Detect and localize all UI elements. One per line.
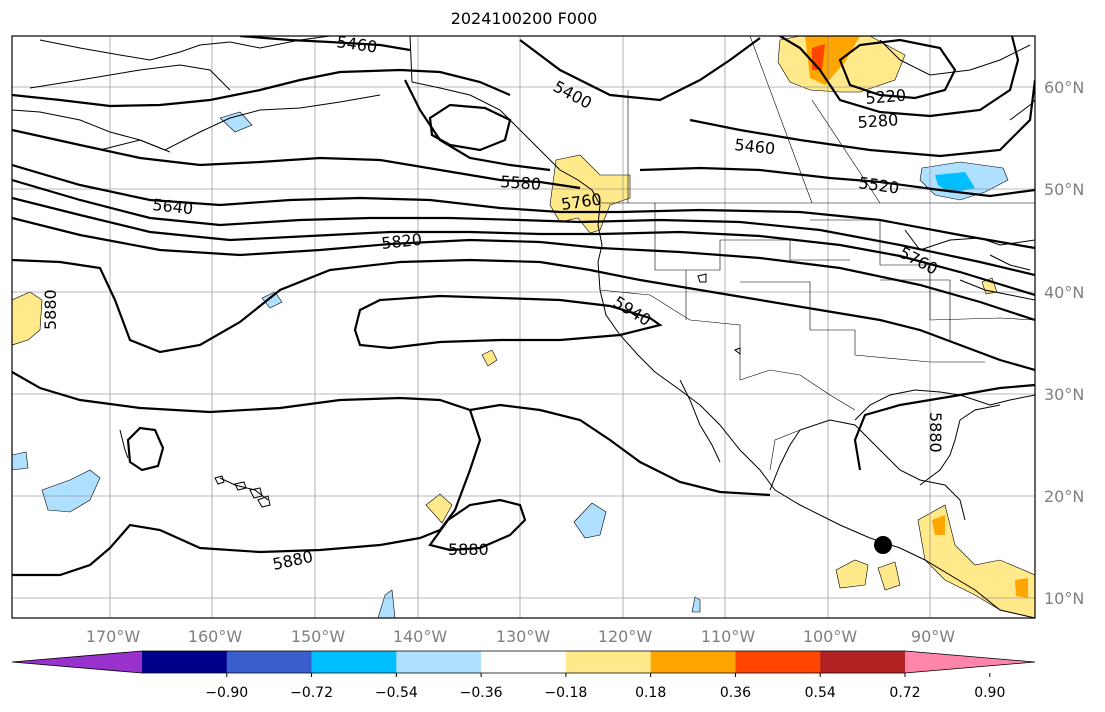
lon-tick-label: 130°W — [496, 627, 551, 646]
colorbar-bin — [311, 651, 397, 673]
colorbar-extend-max — [905, 651, 1035, 673]
colorbar-tick-label: 0.18 — [635, 685, 666, 701]
negative-anomaly-patch — [261, 291, 283, 309]
contour-5880-gulf — [853, 383, 1035, 471]
positive-anomaly-core — [932, 515, 945, 535]
map-title: 2024100200 F000 — [450, 9, 598, 28]
colorbar-bin — [820, 651, 906, 673]
colorbar-tick-label: −0.54 — [375, 685, 418, 701]
lon-tick-label: 120°W — [598, 627, 653, 646]
positive-anomaly-patch — [917, 504, 1035, 618]
lat-tick-label: 20°N — [1044, 487, 1084, 506]
lon-tick-label: 150°W — [291, 627, 346, 646]
graticule — [12, 36, 1035, 618]
colorbar-tick-label: 0.90 — [974, 685, 1005, 701]
contour-label: 5220 — [865, 86, 907, 108]
contour-5880-loop-west — [12, 371, 482, 577]
contour-5280 — [779, 36, 1020, 118]
negative-anomaly-patch — [12, 451, 29, 471]
colorbar: −0.90 −0.72 −0.54 −0.36 −0.18 0.18 0.36 0.54 0.7… — [11, 650, 1036, 701]
lat-tick-label: 10°N — [1044, 589, 1084, 608]
contour-label: 5820 — [380, 230, 422, 253]
colorbar-extend-min — [12, 651, 142, 673]
latitude-axis: 60°N 50°N 40°N 30°N 20°N 10°N — [1044, 78, 1084, 608]
colorbar-bin — [396, 651, 482, 673]
positive-anomaly-patch — [835, 559, 869, 589]
longitude-axis: 170°W 160°W 150°W 140°W 130°W 120°W 110°… — [86, 627, 955, 646]
contour-5520-gulf-alaska — [404, 79, 551, 172]
colorbar-bin — [226, 651, 313, 673]
colorbar-bin — [565, 651, 652, 673]
positive-anomaly-patch — [481, 349, 498, 367]
contour-5880-small — [126, 426, 165, 472]
contour-5640 — [12, 163, 1035, 250]
lat-tick-label: 40°N — [1044, 283, 1084, 302]
negative-anomaly-core — [935, 172, 975, 193]
lon-tick-label: 90°W — [911, 627, 955, 646]
contour-5400-east — [519, 37, 761, 102]
contour-5880-central — [428, 498, 527, 552]
contour-label: 5880 — [41, 289, 60, 330]
positive-anomaly-patch — [549, 154, 631, 234]
colorbar-tick-label: 0.54 — [805, 685, 836, 701]
political-borders — [599, 36, 1035, 471]
lat-tick-label: 50°N — [1044, 180, 1084, 199]
colorbar-tick-label: 0.72 — [889, 685, 920, 701]
contour-label: 5880 — [926, 412, 945, 453]
height-contours — [12, 36, 1035, 577]
shaded-anomalies — [12, 36, 1035, 618]
islands — [214, 273, 741, 508]
negative-anomaly-patch — [691, 596, 701, 613]
contour-5700 — [12, 178, 1035, 277]
contour-5520-east — [639, 166, 1035, 198]
contour-label: 5580 — [500, 172, 542, 194]
lon-tick-label: 170°W — [86, 627, 141, 646]
negative-anomaly-patch — [41, 469, 101, 513]
negative-anomaly-patch — [573, 502, 607, 539]
storm-position-dot — [874, 536, 892, 554]
contour-label: 5460 — [734, 135, 776, 158]
lat-tick-label: 60°N — [1044, 78, 1084, 97]
positive-anomaly-patch — [877, 561, 901, 591]
contour-label: 5640 — [152, 195, 194, 218]
map-border — [11, 35, 1036, 619]
lon-tick-label: 100°W — [803, 627, 858, 646]
lon-tick-label: 140°W — [393, 627, 448, 646]
contour-5820 — [12, 216, 1035, 322]
positive-anomaly-core — [1015, 578, 1028, 598]
colorbar-tick-label: −0.36 — [460, 685, 503, 701]
lat-tick-label: 30°N — [1044, 385, 1084, 404]
contour-5880-south — [469, 403, 771, 497]
contour-5520-west — [12, 68, 511, 108]
contour-label: 5880 — [448, 540, 489, 559]
colorbar-bin — [650, 651, 736, 673]
contour-5580 — [12, 128, 581, 190]
contour-5940 — [353, 294, 663, 350]
colorbar-tick-label: 0.36 — [720, 685, 751, 701]
negative-anomaly-patch — [219, 111, 253, 133]
positive-anomaly-patch — [425, 493, 453, 524]
colorbar-bin — [481, 651, 567, 673]
colorbar-tick-label: −0.90 — [205, 685, 248, 701]
colorbar-bin — [142, 651, 228, 673]
contour-5220-low — [838, 38, 957, 100]
contour-5880-north — [12, 258, 1035, 372]
colorbar-tick-label: −0.72 — [290, 685, 333, 701]
colorbar-tick-label: −0.18 — [544, 685, 587, 701]
contour-5760 — [12, 196, 1035, 297]
contour-5460-west — [239, 36, 411, 52]
lon-tick-label: 110°W — [701, 627, 756, 646]
contour-5460-east — [689, 79, 1035, 158]
contour-label: 5280 — [857, 110, 899, 132]
lon-tick-label: 160°W — [188, 627, 243, 646]
colorbar-outline — [11, 650, 1036, 674]
colorbar-bin — [735, 651, 821, 673]
negative-anomaly-patch — [377, 589, 396, 618]
